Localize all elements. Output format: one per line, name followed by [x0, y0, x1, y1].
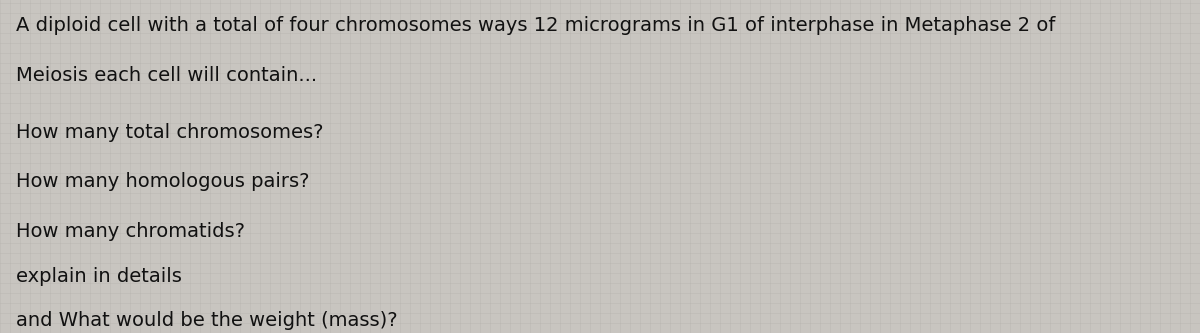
Text: How many chromatids?: How many chromatids? — [16, 222, 245, 241]
Text: How many total chromosomes?: How many total chromosomes? — [16, 123, 323, 142]
Text: How many homologous pairs?: How many homologous pairs? — [16, 172, 310, 191]
Text: and What would be the weight (mass)?: and What would be the weight (mass)? — [16, 311, 397, 330]
Text: A diploid cell with a total of four chromosomes ways 12 micrograms in G1 of inte: A diploid cell with a total of four chro… — [16, 16, 1055, 35]
Text: explain in details: explain in details — [16, 267, 181, 286]
Text: Meiosis each cell will contain...: Meiosis each cell will contain... — [16, 66, 317, 85]
